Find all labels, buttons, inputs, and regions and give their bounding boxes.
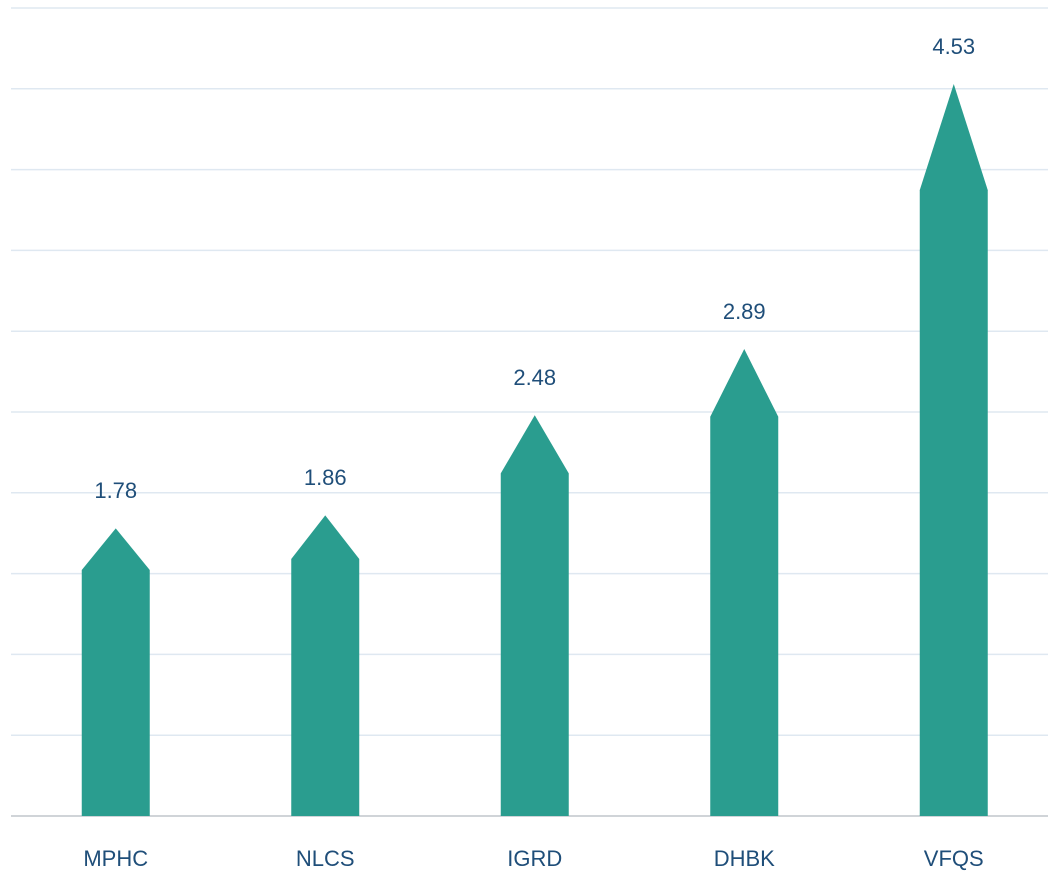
x-tick-label: NLCS xyxy=(296,846,355,871)
bar xyxy=(291,515,360,816)
value-label: 2.89 xyxy=(723,299,766,324)
x-tick-label: MPHC xyxy=(83,846,148,871)
x-tick-label: IGRD xyxy=(507,846,562,871)
bar xyxy=(81,528,150,816)
bar xyxy=(919,83,988,816)
value-label: 2.48 xyxy=(513,365,556,390)
bar xyxy=(710,348,779,816)
x-tick-label: VFQS xyxy=(924,846,984,871)
value-label: 4.53 xyxy=(932,34,975,59)
x-tick-label: DHBK xyxy=(714,846,775,871)
bar xyxy=(500,415,569,816)
value-label: 1.78 xyxy=(94,478,137,503)
value-label: 1.86 xyxy=(304,465,347,490)
